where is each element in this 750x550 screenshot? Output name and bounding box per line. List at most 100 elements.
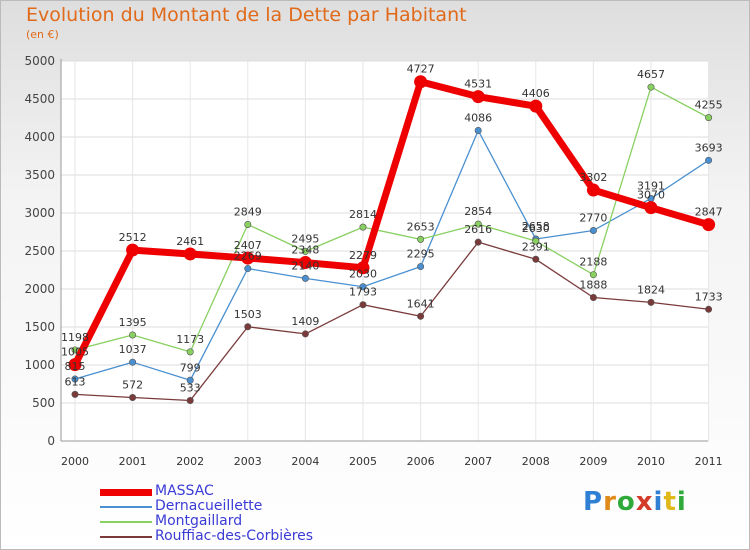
data-label: 2849 xyxy=(234,205,262,218)
data-label: 2630 xyxy=(522,222,550,235)
data-label: 2279 xyxy=(349,249,377,262)
data-label: 2770 xyxy=(579,211,607,224)
y-tick-label: 2500 xyxy=(24,244,55,258)
data-label: 1173 xyxy=(176,333,204,346)
data-label: 2269 xyxy=(234,250,262,263)
data-point xyxy=(417,263,425,271)
data-label: 4657 xyxy=(637,68,665,81)
x-tick-label: 2005 xyxy=(349,455,377,468)
y-tick-label: 5000 xyxy=(24,54,55,68)
legend-label: Dernacueillette xyxy=(155,498,263,514)
data-point xyxy=(183,247,197,261)
data-point xyxy=(301,247,309,255)
data-label: 1409 xyxy=(291,315,319,328)
data-label: 3191 xyxy=(637,179,665,192)
data-point xyxy=(71,375,79,383)
data-point xyxy=(126,243,140,257)
data-label: 1005 xyxy=(61,346,89,359)
data-label: 1733 xyxy=(695,290,723,303)
data-point xyxy=(589,226,597,234)
x-tick-label: 2011 xyxy=(695,455,723,468)
data-label: 572 xyxy=(122,379,143,392)
data-label: 2348 xyxy=(291,244,319,257)
data-label: 1395 xyxy=(119,316,147,329)
data-label: 3693 xyxy=(695,141,723,154)
x-tick-label: 2002 xyxy=(176,455,204,468)
logo-letter: r xyxy=(603,487,617,517)
data-point xyxy=(644,201,658,215)
data-point xyxy=(244,265,252,273)
data-label: 4086 xyxy=(464,111,492,124)
chart-title: Evolution du Montant de la Dette par Hab… xyxy=(26,4,467,26)
data-label: 2140 xyxy=(291,259,319,272)
data-label: 2658 xyxy=(522,220,550,233)
x-tick-label: 2009 xyxy=(579,455,607,468)
x-tick-label: 2008 xyxy=(522,455,550,468)
data-label: 2616 xyxy=(464,223,492,236)
legend-item: MASSAC xyxy=(100,483,360,499)
data-point xyxy=(705,114,713,122)
series-line-0 xyxy=(71,78,713,369)
data-point xyxy=(417,312,425,320)
data-point xyxy=(647,298,655,306)
data-label: 1641 xyxy=(407,297,435,310)
legend-swatch xyxy=(100,488,152,496)
data-point xyxy=(705,305,713,313)
data-point xyxy=(186,348,194,356)
y-tick-label: 3500 xyxy=(24,168,55,182)
data-label: 2814 xyxy=(349,208,377,221)
data-point xyxy=(241,251,255,265)
data-point xyxy=(244,323,252,331)
x-tick-label: 2000 xyxy=(61,455,89,468)
data-label: 2461 xyxy=(176,235,204,248)
data-point xyxy=(129,394,137,402)
data-point xyxy=(71,346,79,354)
data-label: 1037 xyxy=(119,343,147,356)
data-point xyxy=(414,75,428,89)
data-label: 4727 xyxy=(407,63,435,76)
data-point xyxy=(298,256,312,270)
logo-letter: o xyxy=(616,487,636,517)
series-line-1 xyxy=(74,129,710,381)
data-label: 613 xyxy=(65,375,86,388)
data-label: 4255 xyxy=(695,99,723,112)
data-point xyxy=(186,396,194,404)
data-label: 4406 xyxy=(522,87,550,100)
data-point xyxy=(356,261,370,275)
data-point xyxy=(589,271,597,279)
data-label: 3302 xyxy=(579,171,607,184)
data-point xyxy=(359,223,367,231)
data-label: 1888 xyxy=(579,279,607,292)
x-tick-label: 2010 xyxy=(637,455,665,468)
data-point xyxy=(474,126,482,134)
data-label: 2854 xyxy=(464,205,492,218)
legend-label: Rouffiac-des-Corbières xyxy=(155,528,314,544)
data-point xyxy=(68,358,82,372)
legend-item: Montgaillard xyxy=(100,513,360,529)
data-point xyxy=(301,330,309,338)
data-label: 2653 xyxy=(407,220,435,233)
data-label: 2407 xyxy=(234,239,262,252)
data-point xyxy=(702,218,716,232)
legend-swatch xyxy=(100,521,152,523)
data-label: 533 xyxy=(180,381,201,394)
data-point xyxy=(244,220,252,228)
data-point xyxy=(359,301,367,309)
y-tick-label: 1500 xyxy=(24,320,55,334)
y-tick-label: 3000 xyxy=(24,206,55,220)
data-point xyxy=(647,83,655,91)
y-tick-label: 4500 xyxy=(24,92,55,106)
y-tick-label: 4000 xyxy=(24,130,55,144)
legend-label: Montgaillard xyxy=(155,513,243,529)
data-point xyxy=(474,238,482,246)
legend-swatch xyxy=(100,536,152,538)
data-label: 1824 xyxy=(637,283,665,296)
data-point xyxy=(186,376,194,384)
data-point xyxy=(471,90,485,104)
logo-letter: t xyxy=(663,487,677,517)
data-label: 2295 xyxy=(407,248,435,261)
data-label: 799 xyxy=(180,361,201,374)
data-label: 1503 xyxy=(234,308,262,321)
data-point xyxy=(532,255,540,263)
data-point xyxy=(586,183,600,197)
